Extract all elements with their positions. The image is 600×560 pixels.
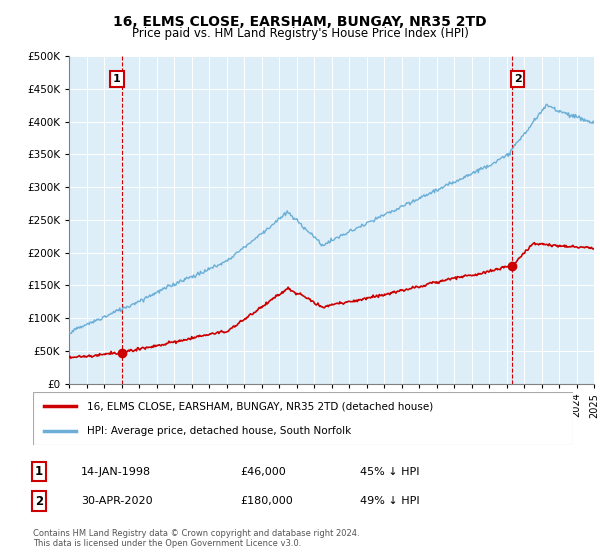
Text: HPI: Average price, detached house, South Norfolk: HPI: Average price, detached house, Sout… — [87, 426, 351, 436]
Text: 1: 1 — [113, 74, 121, 84]
Text: 30-APR-2020: 30-APR-2020 — [81, 496, 152, 506]
Text: 16, ELMS CLOSE, EARSHAM, BUNGAY, NR35 2TD (detached house): 16, ELMS CLOSE, EARSHAM, BUNGAY, NR35 2T… — [87, 402, 433, 412]
Text: £46,000: £46,000 — [240, 466, 286, 477]
Text: 14-JAN-1998: 14-JAN-1998 — [81, 466, 151, 477]
Text: £180,000: £180,000 — [240, 496, 293, 506]
Text: 45% ↓ HPI: 45% ↓ HPI — [360, 466, 419, 477]
Text: Contains HM Land Registry data © Crown copyright and database right 2024.
This d: Contains HM Land Registry data © Crown c… — [33, 529, 359, 548]
Text: 2: 2 — [514, 74, 521, 84]
Text: Price paid vs. HM Land Registry's House Price Index (HPI): Price paid vs. HM Land Registry's House … — [131, 27, 469, 40]
Text: 1: 1 — [35, 465, 43, 478]
Text: 16, ELMS CLOSE, EARSHAM, BUNGAY, NR35 2TD: 16, ELMS CLOSE, EARSHAM, BUNGAY, NR35 2T… — [113, 15, 487, 29]
Text: 49% ↓ HPI: 49% ↓ HPI — [360, 496, 419, 506]
Text: 2: 2 — [35, 494, 43, 508]
